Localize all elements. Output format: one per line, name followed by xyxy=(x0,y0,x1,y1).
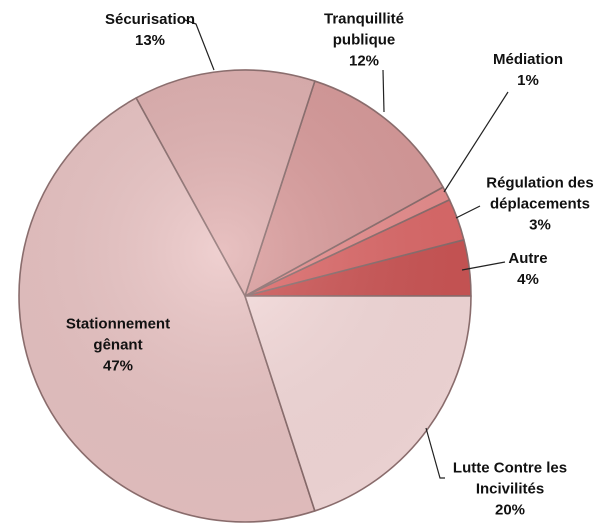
slice-label: Régulation des déplacements 3% xyxy=(475,173,600,236)
slice-label: Autre 4% xyxy=(488,248,568,290)
slice-name: Lutte Contre les Incivilités xyxy=(452,459,568,498)
slice-name: Régulation des déplacements xyxy=(486,174,594,213)
slice-value: 3% xyxy=(529,216,551,234)
leader-line xyxy=(184,19,215,71)
slice-value: 47% xyxy=(102,357,134,375)
slice-name: Sécurisation xyxy=(104,11,196,28)
slice-name: Tranquillité publique xyxy=(323,10,404,49)
slice-name: Médiation xyxy=(493,51,563,68)
slice-name: Autre xyxy=(508,250,548,267)
slice-value: 1% xyxy=(517,72,539,89)
slice-value: 12% xyxy=(348,52,380,70)
slice-label: Tranquillité publique 12% xyxy=(314,9,414,72)
slice-name: Stationnement gênant xyxy=(65,315,171,354)
slice-label: Médiation 1% xyxy=(478,49,578,91)
slice-value: 4% xyxy=(517,271,539,288)
slice-label: Lutte Contre les Incivilités 20% xyxy=(430,458,590,521)
slice-label: Sécurisation 13% xyxy=(90,9,210,51)
slice-value: 13% xyxy=(134,32,166,49)
slice-label: Stationnement gênant 47% xyxy=(48,314,188,377)
slice-value: 20% xyxy=(494,501,526,519)
leader-line xyxy=(382,69,385,113)
